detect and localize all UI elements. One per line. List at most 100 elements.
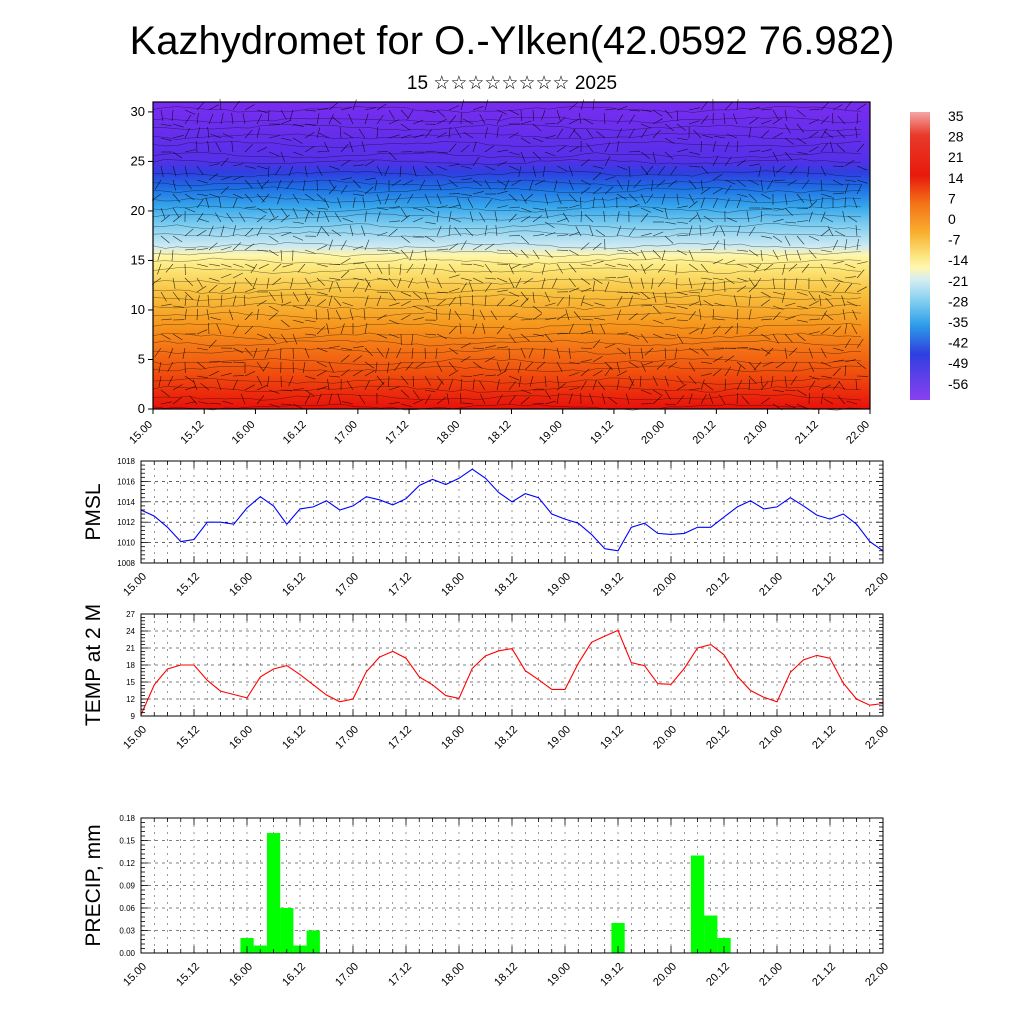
y-tick-label: 1016 <box>117 477 135 486</box>
wind-barb <box>568 118 580 125</box>
wind-barb <box>640 193 646 205</box>
y-tick-label: 15 <box>126 678 135 687</box>
x-tick-label: 17.12 <box>386 571 414 599</box>
wind-barb <box>568 387 580 391</box>
wind-barb <box>496 346 508 349</box>
wind-barb <box>196 101 205 111</box>
wind-barb <box>328 239 333 251</box>
wind-barb <box>412 389 420 400</box>
x-tick-label: 21.12 <box>793 419 821 447</box>
series-line <box>140 468 884 552</box>
x-tick-label: 15.12 <box>174 961 202 989</box>
wind-barb <box>703 300 714 307</box>
wind-barb <box>333 297 342 307</box>
wind-barb <box>304 123 316 126</box>
wind-barb <box>700 281 706 293</box>
wind-barb <box>808 200 818 209</box>
wind-barb <box>820 128 828 139</box>
wind-barb <box>280 249 283 262</box>
wind-barb <box>628 277 633 289</box>
wind-barb <box>436 308 438 321</box>
wind-barb <box>364 107 376 111</box>
x-tick-label: 20.00 <box>651 571 679 599</box>
wind-barb <box>556 234 568 237</box>
contour-line <box>152 179 862 187</box>
wind-barb <box>340 240 347 251</box>
wind-barb <box>280 119 292 125</box>
wind-barb <box>658 165 666 175</box>
contour-line <box>152 302 862 311</box>
wind-barb <box>240 393 246 405</box>
wind-barb <box>790 375 798 386</box>
wind-barb <box>349 141 354 153</box>
wind-barb <box>724 366 732 377</box>
wind-barb <box>364 263 371 274</box>
wind-barb <box>796 220 808 223</box>
wind-barb <box>688 311 696 321</box>
wind-barb <box>208 322 210 335</box>
colorbar-label: 35 <box>948 108 964 124</box>
y-tick-label: 1012 <box>117 518 135 527</box>
wind-barb <box>832 283 840 293</box>
x-tick-label: 18.12 <box>492 571 520 599</box>
wind-barb <box>544 400 556 405</box>
wind-barb <box>784 137 794 145</box>
wind-barb <box>676 305 688 310</box>
wind-barb <box>832 359 844 363</box>
wind-barb <box>364 281 370 293</box>
wind-barb <box>472 191 484 195</box>
wind-barb <box>184 207 196 213</box>
wind-barb <box>472 244 483 251</box>
wind-barb <box>400 235 410 243</box>
wind-barb <box>304 193 315 201</box>
wind-barb <box>364 211 367 223</box>
wind-barb <box>844 283 853 293</box>
wind-barb <box>544 302 556 307</box>
wind-barb <box>280 207 288 218</box>
wind-barb <box>208 163 220 167</box>
wind-barb <box>795 277 798 289</box>
wind-barb <box>328 113 334 125</box>
wind-barb <box>346 380 354 391</box>
y-tick-label: 18 <box>126 661 135 670</box>
wind-barb <box>316 108 328 111</box>
x-tick-label: 20.12 <box>704 571 732 599</box>
wind-barb <box>628 128 635 139</box>
wind-barb <box>856 239 859 251</box>
wind-barb <box>324 141 330 153</box>
wind-barb <box>364 277 372 288</box>
wind-barb <box>568 347 571 359</box>
wind-barb <box>400 109 409 119</box>
wind-barb <box>264 347 270 359</box>
wind-barb <box>400 134 412 139</box>
wind-barb <box>209 403 222 405</box>
precip-bar <box>266 833 281 953</box>
wind-barb <box>272 277 282 286</box>
wind-barb <box>436 277 442 289</box>
wind-barb <box>352 99 357 111</box>
wind-barb <box>544 221 555 228</box>
wind-barb <box>160 207 166 219</box>
wind-barb <box>316 245 328 251</box>
wind-barb <box>504 361 510 373</box>
wind-barb <box>196 229 207 237</box>
wind-barb <box>664 137 675 144</box>
wind-barb <box>765 347 774 357</box>
wind-barb <box>412 207 424 211</box>
wind-barb <box>208 263 220 267</box>
wind-barb <box>256 146 268 153</box>
wind-barb <box>184 114 192 125</box>
wind-barb <box>796 249 801 261</box>
wind-barb <box>640 233 652 237</box>
wind-barb <box>396 277 402 289</box>
wind-barb <box>407 193 414 204</box>
wind-barb <box>700 140 702 153</box>
precip-bar <box>717 938 731 953</box>
wind-barb <box>364 361 375 369</box>
wind-barb <box>376 103 387 111</box>
wind-barb <box>628 295 633 307</box>
wind-barb <box>157 263 162 275</box>
wind-barb <box>602 393 606 405</box>
wind-barb <box>479 114 486 125</box>
wind-barb <box>688 107 700 111</box>
